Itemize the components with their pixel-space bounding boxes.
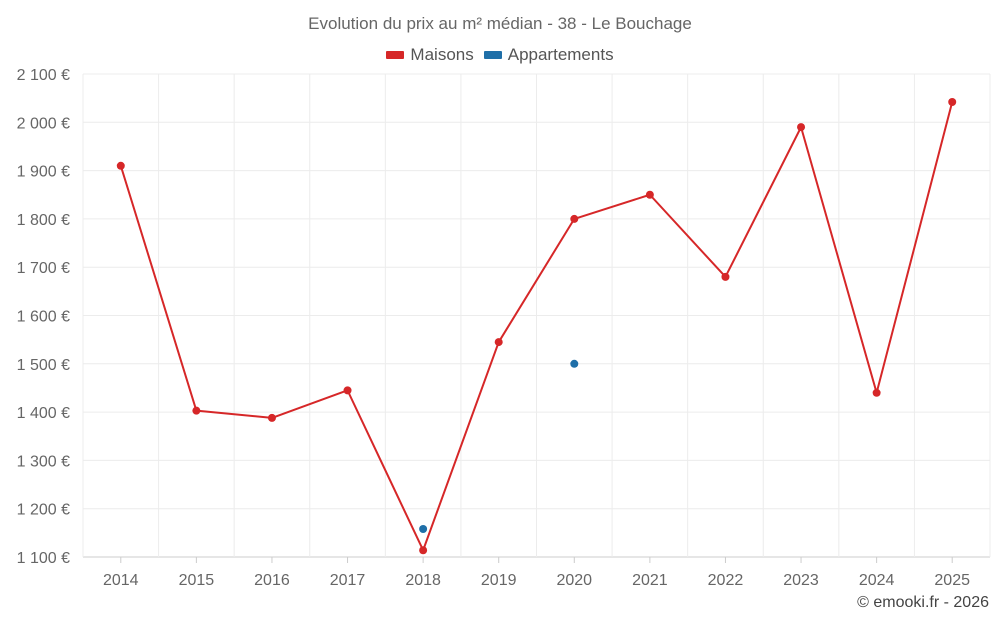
x-tick-label: 2025 xyxy=(934,572,970,589)
y-tick-label: 1 900 € xyxy=(17,164,70,181)
x-tick-label: 2023 xyxy=(783,572,819,589)
y-tick-label: 2 000 € xyxy=(17,115,70,132)
y-tick-label: 1 400 € xyxy=(17,405,70,422)
y-tick-label: 1 800 € xyxy=(17,212,70,229)
y-tick-label: 1 500 € xyxy=(17,357,70,374)
legend-label-appartements: Appartements xyxy=(507,45,614,64)
x-tick-label: 2024 xyxy=(859,572,895,589)
legend-swatch-appartements xyxy=(483,51,502,59)
y-tick-label: 2 100 € xyxy=(17,67,70,84)
data-point-appartements xyxy=(570,359,579,368)
x-tick-label: 2015 xyxy=(179,572,215,589)
x-tick-label: 2020 xyxy=(556,572,592,589)
chart-title: Evolution du prix au m² médian - 38 - Le… xyxy=(308,14,692,33)
data-point-maisons xyxy=(343,386,352,395)
data-point-maisons xyxy=(116,161,125,170)
legend-item-appartements[interactable]: Appartements xyxy=(483,45,614,65)
data-point-maisons xyxy=(797,123,806,132)
x-tick-label: 2014 xyxy=(103,572,139,589)
x-tick-label: 2022 xyxy=(708,572,744,589)
data-point-maisons xyxy=(570,214,579,223)
data-point-maisons xyxy=(645,190,654,199)
credit-text: © emooki.fr - 2026 xyxy=(857,594,989,611)
data-point-maisons xyxy=(419,546,428,555)
legend-label-maisons: Maisons xyxy=(410,45,474,64)
x-tick-label: 2017 xyxy=(330,572,366,589)
x-tick-label: 2016 xyxy=(254,572,290,589)
x-tick-label: 2019 xyxy=(481,572,517,589)
data-point-maisons xyxy=(948,98,957,107)
x-tick-label: 2018 xyxy=(405,572,441,589)
data-point-maisons xyxy=(721,272,730,281)
data-point-maisons xyxy=(494,338,503,347)
legend-item-maisons[interactable]: Maisons xyxy=(386,45,474,65)
data-point-maisons xyxy=(267,413,276,422)
y-tick-label: 1 100 € xyxy=(17,550,70,567)
legend-swatch-maisons xyxy=(386,51,405,59)
series-line-maisons xyxy=(119,101,954,552)
y-tick-label: 1 300 € xyxy=(17,453,70,470)
y-tick-label: 1 200 € xyxy=(17,502,70,519)
y-tick-label: 1 600 € xyxy=(17,309,70,326)
data-point-maisons xyxy=(192,406,201,415)
data-point-appartements xyxy=(419,524,428,533)
legend: Maisons Appartements xyxy=(0,45,1000,65)
y-tick-label: 1 700 € xyxy=(17,260,70,277)
data-point-maisons xyxy=(872,388,881,397)
x-tick-label: 2021 xyxy=(632,572,668,589)
